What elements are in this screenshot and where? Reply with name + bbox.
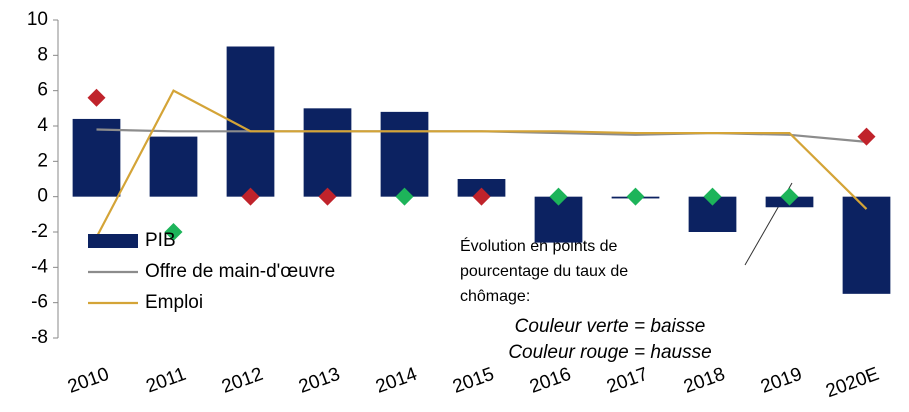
y-tick-label: 10: [27, 9, 48, 30]
legend-label: PIB: [145, 230, 176, 251]
diamond-marker: [857, 127, 876, 146]
annotation: chômage:: [460, 288, 530, 305]
diamond-marker: [87, 88, 106, 107]
y-tick-label: -2: [31, 221, 48, 242]
bar: [303, 108, 352, 197]
x-tick-label: 2014: [373, 364, 420, 398]
annotation-key: Couleur verte = baisse: [515, 316, 706, 337]
x-tick-label: 2010: [65, 364, 112, 398]
x-tick-label: 2016: [527, 364, 574, 398]
diamond-marker: [318, 187, 337, 206]
x-tick-label: 2013: [296, 364, 343, 398]
y-tick-label: 6: [37, 80, 48, 101]
legend-label: Offre de main-d'œuvre: [145, 261, 335, 282]
x-tick-label: 2015: [450, 364, 497, 398]
diamond-marker: [703, 187, 722, 206]
y-tick-label: 8: [37, 44, 48, 65]
diamond-marker: [164, 223, 183, 241]
bar: [72, 118, 121, 197]
diamond-marker: [472, 187, 491, 206]
x-tick-label: 2012: [219, 364, 266, 398]
diamond-marker: [780, 187, 799, 206]
y-tick-label: 2: [37, 150, 48, 171]
bar: [149, 136, 198, 197]
diamond-marker: [549, 187, 568, 206]
y-tick-label: -4: [31, 256, 48, 277]
x-tick-label: 2019: [758, 364, 805, 398]
diamond-marker: [241, 187, 260, 206]
y-tick-label: -6: [31, 292, 48, 313]
line: [95, 89, 868, 238]
bar: [380, 111, 429, 197]
bar: [842, 196, 891, 294]
legend-swatch: [88, 234, 138, 248]
y-tick-label: -8: [31, 327, 48, 348]
x-tick-label: 2011: [143, 364, 189, 398]
legend-label: Emploi: [145, 292, 203, 313]
annotation: pourcentage du taux de: [460, 263, 628, 280]
x-tick-label: 2018: [681, 364, 728, 398]
diamond-marker: [395, 187, 414, 206]
x-tick-label: 2017: [604, 364, 651, 398]
annotation-key: Couleur rouge = hausse: [508, 342, 711, 363]
y-tick-label: 0: [37, 186, 48, 207]
y-tick-label: 4: [37, 115, 48, 136]
bar: [226, 46, 275, 197]
diamond-marker: [626, 187, 645, 206]
x-tick-label: 2020E: [823, 364, 882, 403]
